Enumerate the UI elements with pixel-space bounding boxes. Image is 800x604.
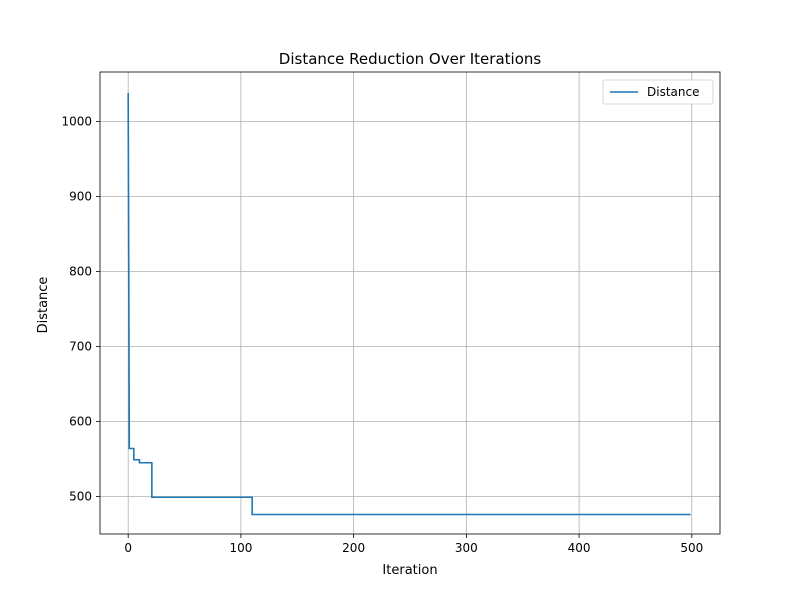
x-axis-label: Iteration xyxy=(382,563,437,578)
y-tick-label: 900 xyxy=(69,190,92,204)
legend-label: Distance xyxy=(647,85,699,99)
legend-box xyxy=(602,79,714,105)
chart-title: Distance Reduction Over Iterations xyxy=(279,50,542,68)
y-tick-label: 500 xyxy=(69,490,92,504)
x-tick-label: 500 xyxy=(680,541,703,555)
y-axis-label: Distance xyxy=(36,277,51,334)
tick-labels: 0 100 200 300 400 500 500 600 700 800 900 1000 xyxy=(61,115,703,556)
series-layer xyxy=(127,92,691,516)
axes xyxy=(96,71,721,538)
y-tick-label: 1000 xyxy=(61,115,92,129)
legend: Distance xyxy=(602,79,714,105)
series-line-distance xyxy=(127,92,691,516)
x-tick-label: 400 xyxy=(568,541,591,555)
y-tick-label: 800 xyxy=(69,265,92,279)
plot-frame xyxy=(99,71,721,535)
x-tick-label: 300 xyxy=(455,541,478,555)
y-tick-label: 700 xyxy=(69,340,92,354)
x-tick-label: 100 xyxy=(229,541,252,555)
x-tick-label: 200 xyxy=(342,541,365,555)
x-tick-label: 0 xyxy=(124,541,132,555)
y-tick-label: 600 xyxy=(69,415,92,429)
grid-lines xyxy=(100,72,720,534)
